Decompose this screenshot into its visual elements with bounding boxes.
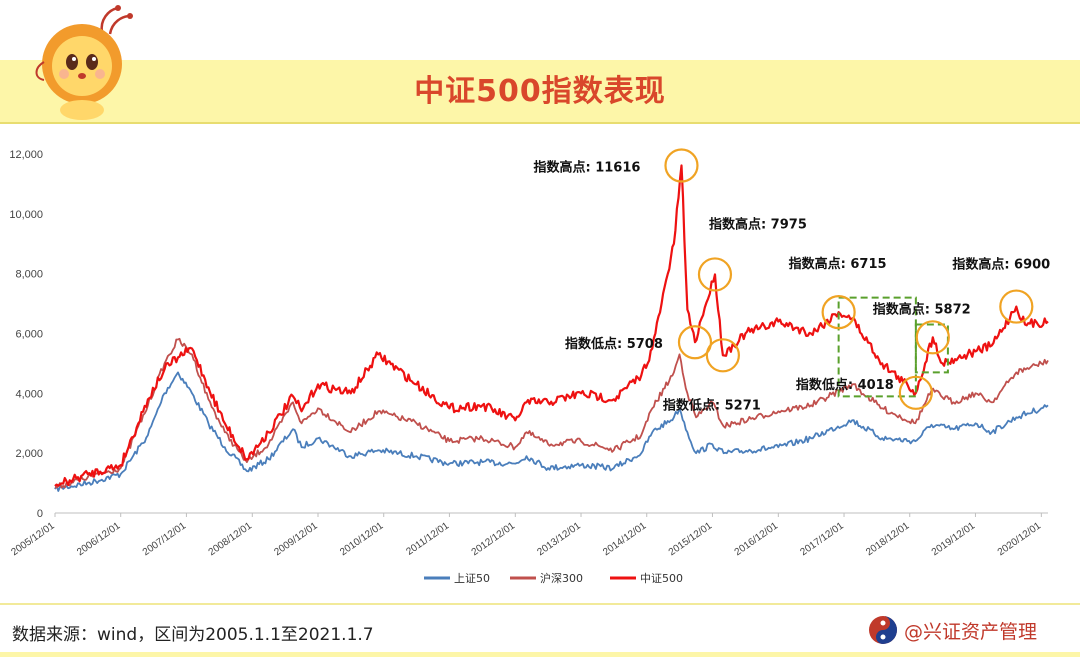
brand-logo-icon: [869, 616, 897, 644]
x-tick-label: 2007/12/01: [141, 520, 189, 558]
annotation-circle: [697, 257, 733, 292]
source-note: 数据来源：wind，区间为2005.1.1至2021.1.7: [12, 625, 374, 645]
x-tick-label: 2009/12/01: [272, 520, 320, 558]
x-tick-label: 2008/12/01: [207, 520, 255, 558]
x-tick-label: 2011/12/01: [404, 520, 451, 558]
annotation-circle: [915, 320, 950, 355]
y-tick-label: 0: [37, 508, 43, 520]
y-tick-label: 2,000: [15, 448, 43, 460]
y-tick-label: 10,000: [9, 209, 43, 221]
x-tick-label: 2015/12/01: [667, 520, 715, 558]
legend-label: 沪深300: [540, 571, 583, 585]
series-line-csi500: [54, 164, 1049, 487]
annotation-label: 指数高点: 5872: [873, 301, 971, 317]
x-tick-label: 2006/12/01: [75, 520, 123, 558]
y-tick-label: 8,000: [15, 269, 43, 281]
y-tick-label: 12,000: [9, 149, 43, 161]
x-tick-label: 2018/12/01: [864, 520, 912, 558]
series-line-sse50: [54, 371, 1049, 492]
annotation-label: 指数高点: 6900: [952, 257, 1050, 273]
y-tick-label: 4,000: [15, 388, 43, 400]
highlight-box: [914, 323, 949, 374]
annotation-label: 指数高点: 11616: [533, 159, 640, 175]
x-tick-label: 2020/12/01: [996, 520, 1044, 558]
x-tick-label: 2012/12/01: [470, 520, 518, 558]
annotation-circle: [898, 375, 933, 410]
series-line-csi300: [54, 337, 1049, 489]
annotation-label: 指数低点: 5271: [663, 397, 761, 413]
footer-divider: [0, 603, 1080, 605]
x-tick-label: 2019/12/01: [930, 520, 978, 558]
annotation-label: 指数低点: 5708: [565, 336, 663, 352]
chart-area: 0 2,000 4,000 6,000 8,000 10,000 12,000 2005/12…: [9, 148, 1050, 585]
lion-mascot-icon: [35, 5, 133, 120]
brand: @兴证资产管理: [868, 613, 1037, 647]
legend-label: 中证500: [640, 572, 683, 585]
x-tick-label: 2017/12/01: [798, 520, 846, 558]
header-divider: [0, 122, 1080, 124]
annotation-circle: [677, 325, 713, 360]
x-tick-label: 2014/12/01: [601, 520, 649, 558]
annotation-label: 指数高点: 7975: [709, 216, 807, 232]
x-tick-label: 2016/12/01: [733, 520, 781, 558]
annotation-circle: [821, 295, 856, 330]
footer-band: [0, 652, 1080, 657]
annotation-circle: [999, 289, 1034, 324]
page-title: 中证500指数表现: [414, 74, 666, 109]
annotation-circle: [664, 148, 699, 183]
annotation-circle: [705, 338, 740, 373]
x-tick-label: 2010/12/01: [338, 520, 386, 558]
header-band: [0, 60, 1080, 122]
x-tick-label: 2013/12/01: [535, 520, 583, 558]
y-tick-label: 6,000: [15, 329, 43, 341]
legend-label: 上证50: [454, 572, 490, 585]
brand-text: @兴证资产管理: [904, 620, 1038, 643]
annotation-label: 指数高点: 6715: [789, 256, 887, 272]
annotation-label: 指数低点: 4018: [796, 377, 894, 393]
x-tick-label: 2005/12/01: [9, 520, 57, 558]
